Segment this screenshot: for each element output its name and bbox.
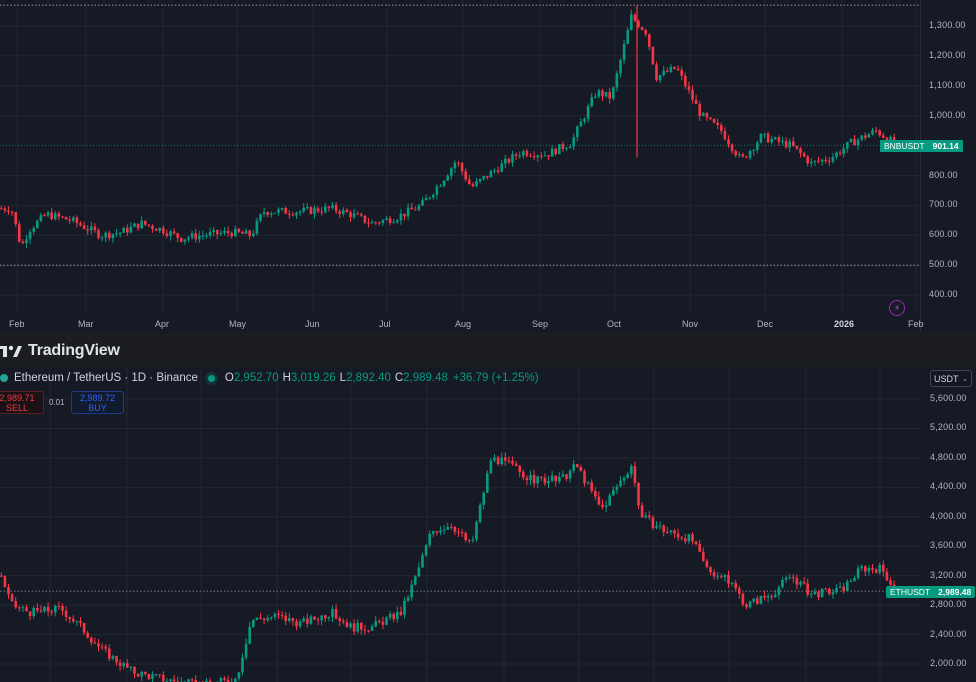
bnb-time-label: 2026 — [834, 319, 854, 329]
eth-price-label: 5,600.00 — [930, 393, 967, 403]
eth-last-price-tag: ETHUSDT 2,989.48 — [886, 586, 975, 598]
bnb-time-label: Jul — [379, 319, 391, 329]
eth-price-label: 2,400.00 — [930, 629, 967, 639]
bnb-price-label: 600.00 — [929, 229, 958, 239]
close-label: C — [395, 372, 403, 384]
sell-label: SELL — [0, 403, 43, 413]
eth-price-label: 5,200.00 — [930, 422, 967, 432]
buy-price: 2,989.72 — [72, 393, 123, 403]
sell-button[interactable]: 2,989.71 SELL — [0, 391, 44, 414]
ethereum-coin-icon — [0, 374, 8, 382]
buy-label: BUY — [72, 403, 123, 413]
bnb-time-label: Sep — [532, 319, 548, 329]
eth-price-axis[interactable]: 5,600.00 5,200.00 4,800.00 4,400.00 4,000.00… — [922, 367, 976, 682]
bnb-price-label: 400.00 — [929, 289, 958, 299]
low-value: 2,892.40 — [346, 372, 391, 384]
bnb-candlestick-chart[interactable] — [0, 0, 920, 332]
logo-text: TradingView — [28, 342, 120, 360]
bnb-time-label: Feb — [9, 319, 25, 329]
symbol-title[interactable]: Ethereum / TetherUS · 1D · Binance — [14, 372, 198, 384]
bnb-price-label: 500.00 — [929, 259, 958, 269]
tradingview-logo-icon — [0, 344, 22, 358]
bnb-price-label: 700.00 — [929, 199, 958, 209]
header-band — [0, 333, 976, 367]
eth-last-price: 2,989.48 — [934, 586, 975, 598]
tradingview-logo: TradingView — [0, 342, 120, 360]
bnb-time-label: Aug — [455, 319, 471, 329]
bnb-price-label: 1,200.00 — [929, 50, 966, 60]
bnb-time-label: Mar — [78, 319, 94, 329]
sell-price: 2,989.71 — [0, 393, 43, 403]
spread-value: 0.01 — [49, 398, 65, 407]
open-label: O — [225, 372, 234, 384]
bnb-time-label: Jun — [305, 319, 320, 329]
currency-label: USDT — [934, 374, 959, 384]
chevron-down-icon: ⌄ — [962, 371, 968, 388]
bnb-price-axis[interactable]: 1,300.00 1,200.00 1,100.00 1,000.00 800.00 70… — [920, 0, 976, 332]
eth-price-label: 4,000.00 — [930, 511, 967, 521]
symbol-legend: Ethereum / TetherUS · 1D · Binance O2,95… — [0, 372, 539, 384]
eth-price-label: 2,000.00 — [930, 658, 967, 668]
bnb-price-label: 1,100.00 — [929, 80, 966, 90]
eth-candlestick-chart[interactable] — [0, 367, 922, 682]
buy-button[interactable]: 2,989.72 BUY — [71, 391, 124, 414]
bnb-time-label: Oct — [607, 319, 621, 329]
high-value: 3,019.26 — [291, 372, 336, 384]
bnb-time-label: Apr — [155, 319, 169, 329]
bnb-last-price: 901.14 — [929, 140, 963, 152]
bnb-price-label: 1,000.00 — [929, 110, 966, 120]
bnb-price-label: 800.00 — [929, 170, 958, 180]
lightning-icon[interactable]: ⚡ — [889, 300, 905, 316]
bnb-chart-pane[interactable] — [0, 0, 921, 332]
bnb-time-label: Nov — [682, 319, 698, 329]
bnb-time-label: May — [229, 319, 246, 329]
eth-price-label: 3,200.00 — [930, 570, 967, 580]
open-value: 2,952.70 — [234, 372, 279, 384]
bnb-time-label: Dec — [757, 319, 773, 329]
eth-price-label: 4,800.00 — [930, 452, 967, 462]
close-value: 2,989.48 — [403, 372, 448, 384]
currency-selector[interactable]: USDT ⌄ — [930, 370, 972, 387]
change-value: +36.79 (+1.25%) — [453, 372, 539, 384]
bnb-time-label: Feb — [908, 319, 924, 329]
eth-chart-pane[interactable] — [0, 367, 922, 682]
bnb-price-label: 1,300.00 — [929, 20, 966, 30]
high-label: H — [283, 372, 291, 384]
market-open-dot — [208, 375, 215, 382]
eth-symbol-tag: ETHUSDT — [886, 586, 934, 598]
eth-price-label: 4,400.00 — [930, 481, 967, 491]
bnb-symbol-tag: BNBUSDT — [880, 140, 929, 152]
eth-price-label: 3,600.00 — [930, 540, 967, 550]
bnb-last-price-tag: BNBUSDT 901.14 — [880, 140, 963, 152]
eth-price-label: 2,800.00 — [930, 599, 967, 609]
